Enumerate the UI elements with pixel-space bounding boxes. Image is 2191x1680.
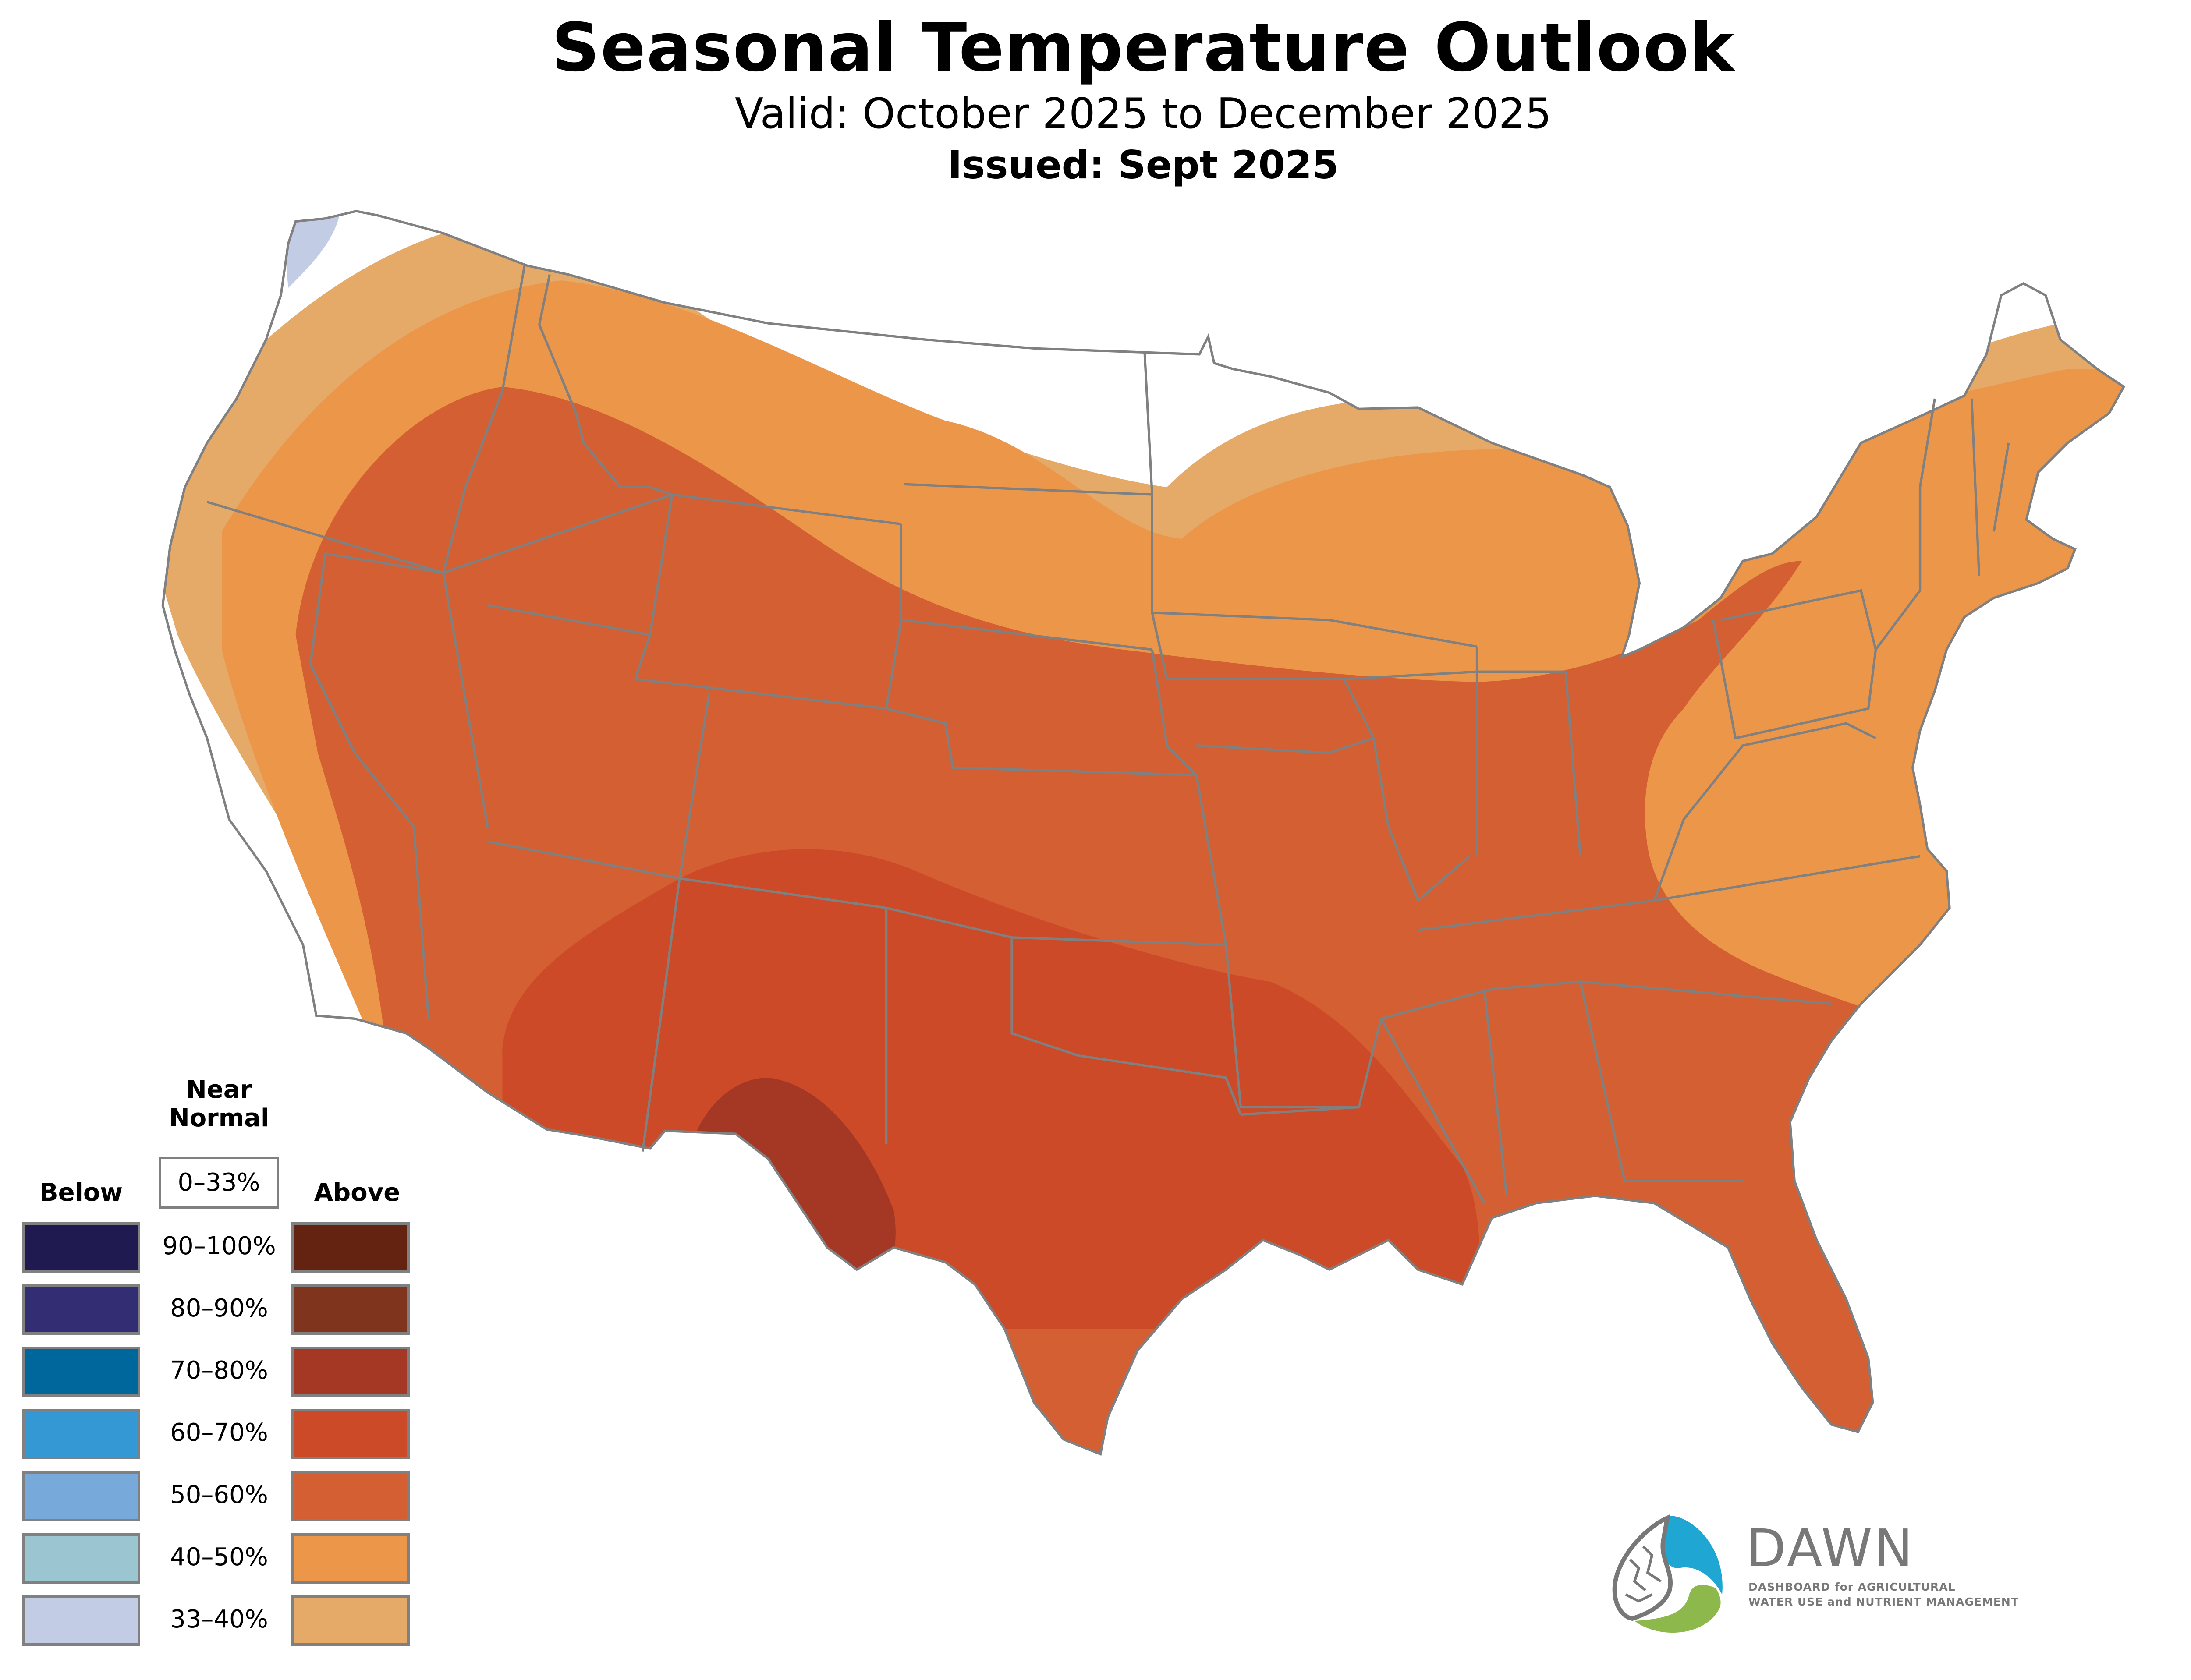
logo-wordmark: DAWN <box>1746 1518 1915 1578</box>
logo-blue-drop <box>1662 1516 1723 1595</box>
legend-range-label: 70–80% <box>170 1356 268 1385</box>
legend-swatch-below <box>22 1533 140 1584</box>
legend-swatch-above <box>291 1284 410 1335</box>
legend-above-heading: Above <box>314 1178 401 1207</box>
legend-near-normal-heading-2: Normal <box>169 1104 269 1132</box>
legend-range-label: 50–60% <box>170 1481 268 1509</box>
logo-green-leaf <box>1634 1585 1721 1633</box>
legend-swatch-above <box>291 1595 410 1646</box>
logo-circuit-drop <box>1612 1514 1673 1621</box>
contour-below-33-40-wa <box>280 211 340 288</box>
legend-swatch-above <box>291 1533 410 1584</box>
legend-swatch-above <box>291 1409 410 1459</box>
map-title: Seasonal Temperature Outlook <box>551 9 1735 86</box>
legend-swatch-below <box>22 1595 140 1646</box>
legend-range-label: 80–90% <box>170 1294 268 1323</box>
issued-date: Issued: Sept 2025 <box>947 142 1339 187</box>
legend-swatch-below <box>22 1409 140 1459</box>
legend-swatch-below <box>22 1471 140 1521</box>
legend-swatch-below <box>22 1347 140 1397</box>
state-borders <box>163 211 2124 1454</box>
logo-subtitle-2: WATER USE and NUTRIENT MANAGEMENT <box>1748 1595 2019 1608</box>
contour-below-33-40-ca <box>192 856 237 893</box>
legend-swatch-above <box>291 1222 410 1273</box>
legend-swatch-below <box>22 1284 140 1335</box>
legend-below-heading: Below <box>39 1178 123 1207</box>
legend-range-label: 90–100% <box>162 1232 276 1260</box>
legend-near-normal-heading-1: Near <box>186 1075 252 1104</box>
contour-above-70-80 <box>694 1078 896 1292</box>
legend-near-normal-range: 0–33% <box>159 1157 279 1209</box>
legend-range-label: 33–40% <box>170 1605 268 1634</box>
state-lines-west <box>206 265 1478 1152</box>
logo-subtitle-1: DASHBOARD for AGRICULTURAL <box>1748 1581 1956 1593</box>
state-lines-east <box>1151 398 2010 1204</box>
dawn-logo-mark <box>1612 1514 1723 1633</box>
legend-range-label: 40–50% <box>170 1543 268 1571</box>
legend-swatch-above <box>291 1471 410 1521</box>
logo-circuit-lines <box>1625 1545 1662 1603</box>
legend-swatch-below <box>22 1222 140 1273</box>
dawn-logo <box>1604 1507 2086 1638</box>
legend-range-label: 60–70% <box>170 1418 268 1447</box>
legend-swatch-above <box>291 1347 410 1397</box>
valid-period: Valid: October 2025 to December 2025 <box>735 90 1552 138</box>
